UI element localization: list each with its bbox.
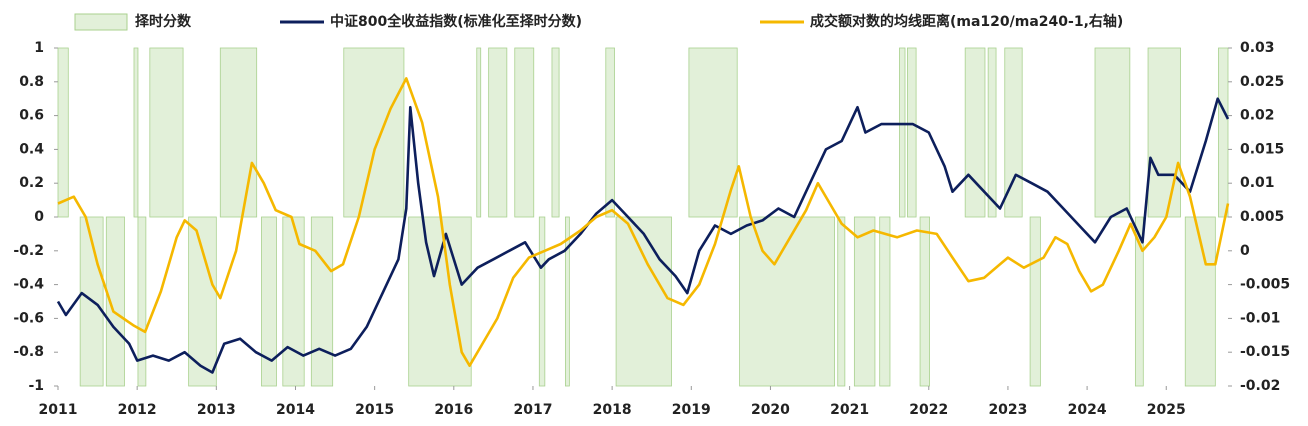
score-bar	[538, 216, 546, 387]
x-tick-label: 2025	[1147, 402, 1186, 418]
legend-label: 成交额对数的均线距离(ma120/ma240-1,右轴)	[810, 13, 1123, 30]
y2-tick-label: 0.01	[1240, 175, 1275, 191]
y-tick-label: -0.4	[13, 277, 44, 293]
x-tick-label: 2012	[118, 402, 157, 418]
x-tick-label: 2016	[434, 402, 473, 418]
y-tick-label: -0.8	[13, 344, 44, 360]
score-bar	[1147, 47, 1181, 218]
score-bar	[57, 47, 69, 218]
series-line	[57, 77, 1230, 367]
score-bar	[899, 47, 906, 218]
y2-tick-label: 0.005	[1240, 209, 1284, 225]
y2-tick-label: -0.01	[1240, 310, 1280, 326]
x-tick-label: 2018	[593, 402, 632, 418]
y2-tick-label: -0.015	[1240, 344, 1290, 360]
series-line	[56, 97, 1230, 374]
y-tick-label: -0.6	[13, 310, 44, 326]
legend-label: 择时分数	[135, 13, 192, 30]
x-tick-label: 2019	[672, 402, 711, 418]
score-bar	[149, 47, 184, 218]
score-bar	[514, 47, 535, 218]
x-tick-label: 2020	[751, 402, 790, 418]
score-bar	[408, 216, 472, 387]
y-tick-label: 0.8	[19, 74, 44, 90]
x-tick-label: 2017	[513, 402, 552, 418]
score-bar	[1218, 47, 1229, 218]
score-bar	[837, 216, 846, 387]
y-tick-label: 1	[34, 40, 44, 56]
score-bar	[879, 216, 891, 387]
score-bar	[688, 47, 738, 218]
score-bar	[476, 47, 482, 218]
score-bar	[343, 47, 405, 218]
x-tick-label: 2022	[909, 402, 948, 418]
score-bar	[1029, 216, 1041, 387]
y2-tick-label: 0.025	[1240, 74, 1284, 90]
score-bar	[105, 216, 125, 387]
y2-tick-label: -0.02	[1240, 378, 1280, 394]
score-bar	[906, 47, 917, 218]
y2-tick-label: 0	[1240, 243, 1250, 259]
score-bar	[605, 47, 615, 218]
x-tick-label: 2021	[830, 402, 869, 418]
y-tick-label: 0.6	[19, 108, 44, 124]
legend-swatch	[74, 13, 128, 31]
x-tick-label: 2014	[276, 402, 315, 418]
x-tick-label: 2011	[39, 402, 78, 418]
score-bar	[261, 216, 277, 387]
y-tick-label: -1	[28, 378, 44, 394]
score-bar	[964, 47, 986, 218]
score-bar	[219, 47, 258, 218]
score-bar	[310, 216, 334, 387]
score-bar	[615, 216, 672, 387]
score-bar	[282, 216, 305, 387]
score-bar	[551, 47, 560, 218]
x-tick-label: 2024	[1068, 402, 1107, 418]
y-tick-label: 0	[34, 209, 44, 225]
y-tick-label: 0.4	[19, 141, 44, 157]
score-bar	[565, 216, 570, 387]
score-bar	[1134, 216, 1144, 387]
x-tick-label: 2015	[355, 402, 394, 418]
y2-tick-label: -0.005	[1240, 277, 1290, 293]
y2-tick-label: 0.03	[1240, 40, 1275, 56]
y-tick-label: -0.2	[13, 243, 44, 259]
legend-label: 中证800全收益指数(标准化至择时分数)	[330, 13, 582, 30]
y-tick-label: 0.2	[19, 175, 44, 191]
y2-tick-label: 0.02	[1240, 108, 1275, 124]
score-bar	[1094, 47, 1131, 218]
score-bar	[137, 216, 147, 387]
y2-tick-label: 0.015	[1240, 141, 1284, 157]
x-tick-label: 2013	[197, 402, 236, 418]
score-bar	[987, 47, 997, 218]
score-bar	[488, 47, 508, 218]
score-bar	[853, 216, 876, 387]
x-tick-label: 2023	[988, 402, 1027, 418]
score-bar	[919, 216, 930, 387]
score-bar	[133, 47, 139, 218]
